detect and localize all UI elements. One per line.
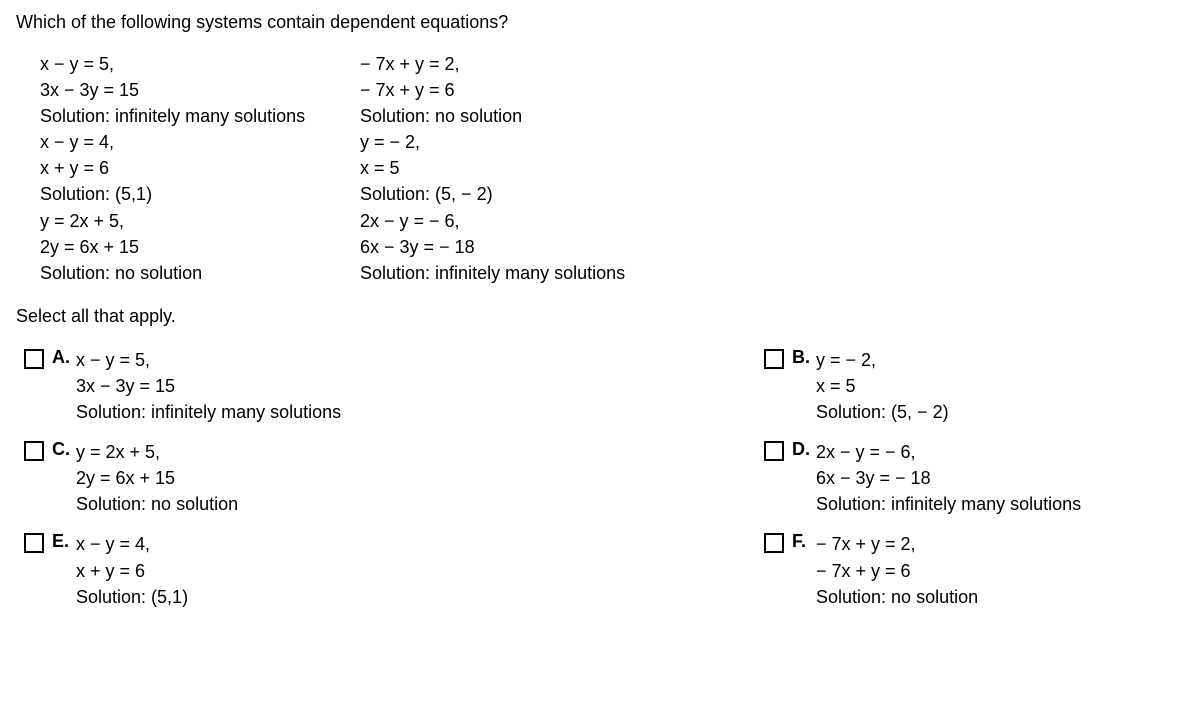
equation-line: x = 5 (816, 373, 949, 399)
equation-line: y = − 2, (816, 347, 949, 373)
solution-line: Solution: (5,1) (40, 181, 360, 207)
systems-grid: x − y = 5, 3x − 3y = 15 Solution: infini… (40, 51, 1184, 286)
solution-line: Solution: no solution (360, 103, 625, 129)
solution-line: Solution: (5, − 2) (816, 399, 949, 425)
equation-line: 2x − y = − 6, (360, 208, 625, 234)
equation-line: x + y = 6 (40, 155, 360, 181)
option-body: − 7x + y = 2, − 7x + y = 6 Solution: no … (816, 531, 978, 609)
system-4: − 7x + y = 2, − 7x + y = 6 Solution: no … (360, 51, 625, 129)
equation-line: 6x − 3y = − 18 (360, 234, 625, 260)
system-6: 2x − y = − 6, 6x − 3y = − 18 Solution: i… (360, 208, 625, 286)
system-2: x − y = 4, x + y = 6 Solution: (5,1) (40, 129, 360, 207)
equation-line: 2x − y = − 6, (816, 439, 1081, 465)
equation-line: x − y = 4, (76, 531, 188, 557)
solution-line: Solution: no solution (40, 260, 360, 286)
solution-line: Solution: (5,1) (76, 584, 188, 610)
equation-line: 2y = 6x + 15 (76, 465, 238, 491)
equation-line: − 7x + y = 6 (816, 558, 978, 584)
checkbox-icon[interactable] (764, 441, 784, 461)
option-body: x − y = 4, x + y = 6 Solution: (5,1) (76, 531, 188, 609)
solution-line: Solution: infinitely many solutions (76, 399, 341, 425)
option-letter: A. (52, 347, 76, 368)
equation-line: x + y = 6 (76, 558, 188, 584)
equation-line: x = 5 (360, 155, 625, 181)
systems-column-2: − 7x + y = 2, − 7x + y = 6 Solution: no … (360, 51, 625, 286)
solution-line: Solution: infinitely many solutions (40, 103, 360, 129)
checkbox-icon[interactable] (764, 349, 784, 369)
option-a[interactable]: A. x − y = 5, 3x − 3y = 15 Solution: inf… (24, 347, 764, 425)
equation-line: y = 2x + 5, (40, 208, 360, 234)
equation-line: − 7x + y = 2, (360, 51, 625, 77)
option-d[interactable]: D. 2x − y = − 6, 6x − 3y = − 18 Solution… (764, 439, 1184, 517)
option-c[interactable]: C. y = 2x + 5, 2y = 6x + 15 Solution: no… (24, 439, 764, 517)
equation-line: x − y = 4, (40, 129, 360, 155)
option-b[interactable]: B. y = − 2, x = 5 Solution: (5, − 2) (764, 347, 1184, 425)
equation-line: 3x − 3y = 15 (40, 77, 360, 103)
equation-line: y = − 2, (360, 129, 625, 155)
option-letter: C. (52, 439, 76, 460)
option-letter: B. (792, 347, 816, 368)
option-body: y = − 2, x = 5 Solution: (5, − 2) (816, 347, 949, 425)
option-body: 2x − y = − 6, 6x − 3y = − 18 Solution: i… (816, 439, 1081, 517)
option-body: y = 2x + 5, 2y = 6x + 15 Solution: no so… (76, 439, 238, 517)
systems-column-1: x − y = 5, 3x − 3y = 15 Solution: infini… (40, 51, 360, 286)
equation-line: 6x − 3y = − 18 (816, 465, 1081, 491)
option-letter: D. (792, 439, 816, 460)
equation-line: − 7x + y = 6 (360, 77, 625, 103)
equation-line: 3x − 3y = 15 (76, 373, 341, 399)
select-instruction: Select all that apply. (16, 306, 1184, 327)
solution-line: Solution: infinitely many solutions (360, 260, 625, 286)
question-text: Which of the following systems contain d… (16, 12, 1184, 33)
checkbox-icon[interactable] (764, 533, 784, 553)
solution-line: Solution: no solution (816, 584, 978, 610)
system-3: y = 2x + 5, 2y = 6x + 15 Solution: no so… (40, 208, 360, 286)
system-1: x − y = 5, 3x − 3y = 15 Solution: infini… (40, 51, 360, 129)
equation-line: − 7x + y = 2, (816, 531, 978, 557)
checkbox-icon[interactable] (24, 441, 44, 461)
option-body: x − y = 5, 3x − 3y = 15 Solution: infini… (76, 347, 341, 425)
equation-line: y = 2x + 5, (76, 439, 238, 465)
option-letter: F. (792, 531, 816, 552)
equation-line: 2y = 6x + 15 (40, 234, 360, 260)
equation-line: x − y = 5, (40, 51, 360, 77)
option-f[interactable]: F. − 7x + y = 2, − 7x + y = 6 Solution: … (764, 531, 1184, 609)
equation-line: x − y = 5, (76, 347, 341, 373)
system-5: y = − 2, x = 5 Solution: (5, − 2) (360, 129, 625, 207)
options-grid: A. x − y = 5, 3x − 3y = 15 Solution: inf… (24, 347, 1184, 610)
option-letter: E. (52, 531, 76, 552)
solution-line: Solution: infinitely many solutions (816, 491, 1081, 517)
checkbox-icon[interactable] (24, 349, 44, 369)
option-e[interactable]: E. x − y = 4, x + y = 6 Solution: (5,1) (24, 531, 764, 609)
checkbox-icon[interactable] (24, 533, 44, 553)
solution-line: Solution: no solution (76, 491, 238, 517)
solution-line: Solution: (5, − 2) (360, 181, 625, 207)
